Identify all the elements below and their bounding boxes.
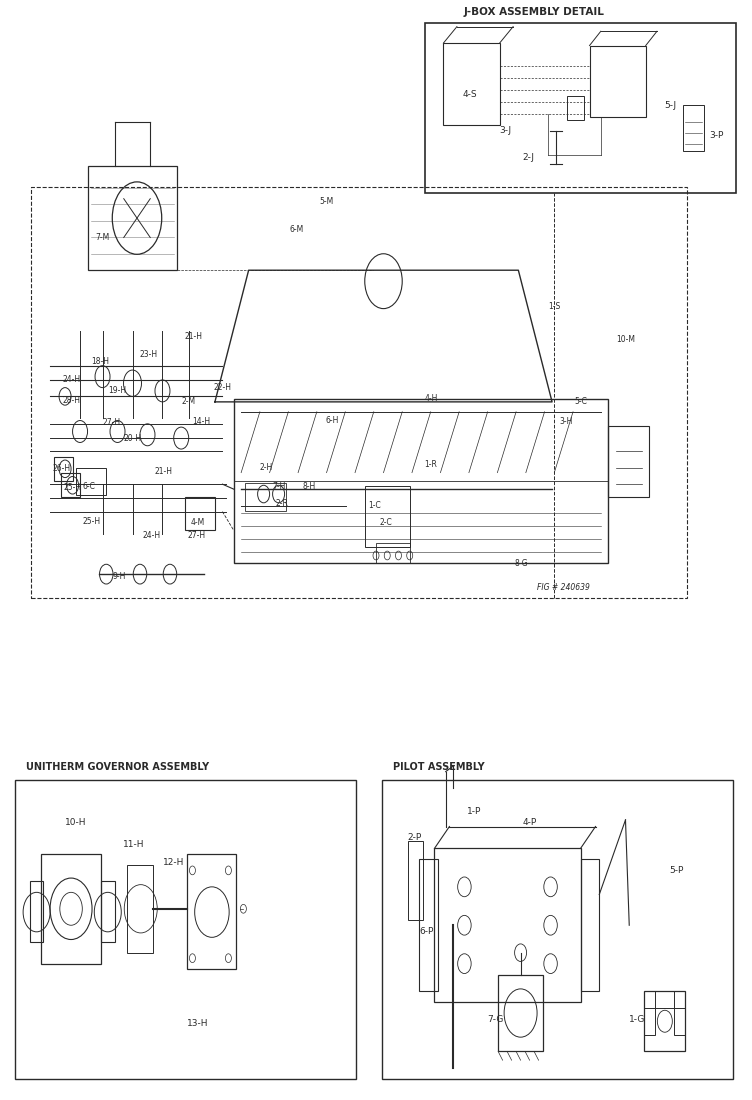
Bar	[590, 45, 646, 117]
Text: 26-H: 26-H	[53, 464, 71, 473]
Text: 21-H: 21-H	[155, 466, 173, 475]
Bar	[675, 1008, 685, 1035]
Text: 13-H: 13-H	[187, 1020, 209, 1028]
Bar	[644, 991, 685, 1052]
Text: 5-M: 5-M	[320, 197, 334, 206]
Text: FIG # 240639: FIG # 240639	[537, 583, 590, 592]
Text: 9-H: 9-H	[112, 572, 126, 581]
Text: 21-H: 21-H	[185, 331, 203, 341]
Bar	[30, 881, 44, 942]
Bar	[54, 456, 72, 481]
Text: 6-M: 6-M	[290, 226, 304, 234]
Bar	[127, 865, 153, 953]
Bar	[365, 486, 410, 547]
Text: 28-H: 28-H	[63, 396, 80, 405]
Text: 22-H: 22-H	[214, 383, 232, 392]
Text: 10-M: 10-M	[616, 334, 635, 344]
Text: 1-R: 1-R	[425, 460, 438, 469]
Text: 8-H: 8-H	[302, 482, 316, 491]
Bar	[376, 543, 410, 563]
Text: 6-H: 6-H	[325, 416, 338, 425]
Text: 6-C: 6-C	[82, 482, 96, 491]
Bar	[425, 23, 735, 194]
Bar	[185, 497, 215, 530]
Text: 10-H: 10-H	[65, 817, 86, 826]
Text: 1-G: 1-G	[629, 1015, 646, 1024]
Bar	[435, 848, 581, 1002]
Text: J-BOX ASSEMBLY DETAIL: J-BOX ASSEMBLY DETAIL	[463, 7, 604, 16]
Bar	[408, 840, 423, 920]
Text: 4-M: 4-M	[190, 518, 205, 527]
Text: 4-H: 4-H	[425, 394, 438, 403]
Bar	[382, 780, 732, 1079]
Bar	[444, 43, 499, 125]
Text: 19-H: 19-H	[108, 386, 126, 395]
Bar	[87, 166, 177, 271]
Bar	[567, 96, 584, 120]
Text: 2-R: 2-R	[275, 499, 289, 508]
Text: 4-S: 4-S	[462, 90, 477, 99]
Text: 11-H: 11-H	[123, 839, 144, 848]
Text: PILOT ASSEMBLY: PILOT ASSEMBLY	[393, 761, 485, 771]
Bar	[62, 473, 80, 497]
Bar	[498, 975, 543, 1052]
Text: 24-H: 24-H	[142, 531, 160, 540]
Text: 2-H: 2-H	[260, 463, 273, 472]
Bar	[581, 859, 599, 991]
Bar	[76, 468, 106, 495]
Text: 2-P: 2-P	[408, 833, 422, 842]
Text: 3-P: 3-P	[709, 131, 723, 140]
Bar	[683, 104, 704, 151]
Bar	[101, 881, 114, 942]
Text: 5-J: 5-J	[665, 101, 677, 110]
Bar	[15, 780, 356, 1079]
Text: 1-S: 1-S	[548, 301, 560, 311]
Text: 23-H: 23-H	[140, 350, 158, 360]
Text: 7-H: 7-H	[273, 482, 286, 491]
Text: 25-H: 25-H	[64, 483, 82, 492]
Text: 27-H: 27-H	[187, 531, 205, 540]
Bar	[234, 398, 608, 563]
Text: 7-G: 7-G	[487, 1015, 503, 1024]
Bar	[420, 859, 438, 991]
Text: 12-H: 12-H	[162, 858, 183, 867]
Text: 2-J: 2-J	[522, 153, 534, 162]
Text: 5-P: 5-P	[670, 866, 684, 874]
Text: UNITHERM GOVERNOR ASSEMBLY: UNITHERM GOVERNOR ASSEMBLY	[26, 761, 209, 771]
Text: 1-P: 1-P	[468, 806, 482, 815]
Text: 18-H: 18-H	[91, 356, 109, 366]
Text: 8-G: 8-G	[514, 559, 528, 568]
Bar	[656, 991, 675, 1008]
Text: 6-P: 6-P	[420, 927, 434, 936]
Text: 1-C: 1-C	[368, 500, 381, 509]
Text: 20-H: 20-H	[123, 433, 141, 442]
Text: 3-H: 3-H	[559, 417, 573, 426]
Bar	[644, 1008, 656, 1035]
Text: 27-H: 27-H	[102, 418, 120, 427]
Text: 24-H: 24-H	[63, 375, 81, 384]
Bar	[32, 187, 687, 598]
Text: 5-C: 5-C	[575, 397, 587, 406]
Text: 14-H: 14-H	[193, 417, 211, 426]
Text: 4-P: 4-P	[522, 817, 536, 826]
Bar	[245, 483, 286, 510]
Text: 2-C: 2-C	[380, 518, 393, 527]
Text: 7-M: 7-M	[95, 233, 109, 242]
Bar	[41, 854, 101, 964]
Bar	[187, 854, 236, 969]
Text: 3-J: 3-J	[499, 126, 512, 135]
Text: 25-H: 25-H	[82, 517, 101, 526]
Bar	[608, 426, 650, 497]
Text: 2-M: 2-M	[181, 397, 196, 406]
